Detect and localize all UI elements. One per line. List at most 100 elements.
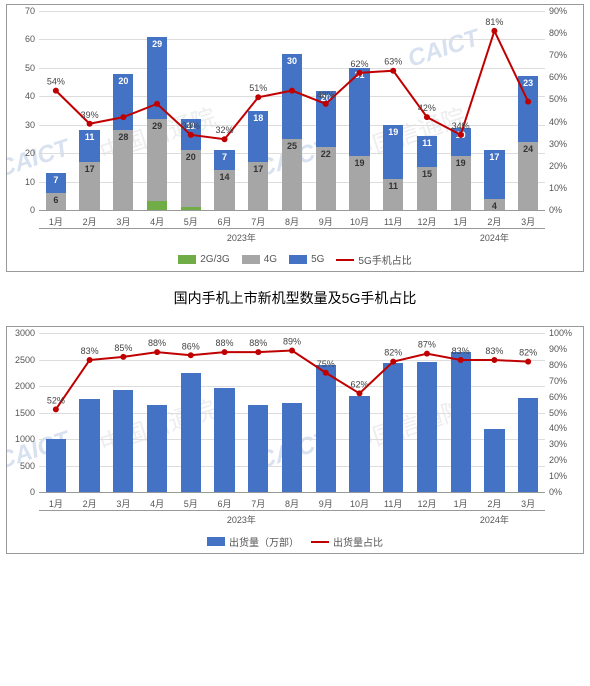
x-tick: 1月 [39,211,73,228]
x-tick: 11月 [376,493,410,510]
year-span: 2023年 [39,510,444,526]
x-tick: 3月 [106,493,140,510]
point-label: 54% [47,77,65,87]
data-point [424,114,430,120]
x-tick: 3月 [511,211,545,228]
legend-label-4g: 4G [264,254,277,265]
point-label: 82% [384,348,402,358]
chart1-line-overlay: 54%39%34%32%51%48%62%63%42%34%81% [39,11,545,210]
chart1-legend: 2G/3G 4G 5G 5G手机占比 [11,246,579,269]
point-label: 83% [485,346,503,356]
data-point [458,132,464,138]
y-left-tick: 1000 [11,434,35,444]
point-label: 34% [182,121,200,131]
point-label: 62% [350,379,368,389]
x-tick: 5月 [174,493,208,510]
chart-shipments: CAICT 中国信通院 CAICT 中国信通院 52%83%85%88%86%8… [6,326,584,554]
data-point [188,352,194,358]
legend-swatch-5g [289,255,307,264]
data-point [255,94,261,100]
data-point [491,28,497,34]
x-tick: 6月 [208,493,242,510]
point-label: 75% [317,359,335,369]
y-right-tick: 100% [549,328,579,338]
data-point [525,359,531,365]
y-left-tick: 500 [11,461,35,471]
x-tick: 5月 [174,211,208,228]
legend-swatch-4g [242,255,260,264]
data-point [188,132,194,138]
x-tick: 3月 [511,493,545,510]
data-point [87,357,93,363]
legend-label-2g3g: 2G/3G [200,254,229,265]
data-point [87,121,93,127]
legend-label-5g: 5G [311,254,324,265]
y-left-tick: 30 [11,120,35,130]
point-label: 88% [249,338,267,348]
x-tick: 1月 [444,493,478,510]
data-point [120,114,126,120]
data-point [255,349,261,355]
data-point [458,357,464,363]
point-label: 88% [216,338,234,348]
chart1-plot-area: 6717112820292920111471718253022201931111… [39,11,545,211]
point-label: 63% [384,57,402,67]
point-label: 51% [249,83,267,93]
point-label: 48% [317,90,335,100]
y-left-tick: 50 [11,63,35,73]
x-tick: 4月 [140,211,174,228]
x-tick: 2月 [73,493,107,510]
y-left-tick: 10 [11,177,35,187]
legend-swatch-5g-ratio [336,259,354,261]
point-label: 32% [216,125,234,135]
trend-line [56,350,528,409]
y-left-tick: 40 [11,91,35,101]
legend-label-shipments: 出货量（万部） [229,534,299,549]
y-right-tick: 0% [549,205,579,215]
x-tick: 7月 [241,493,275,510]
y-right-tick: 50% [549,94,579,104]
data-point [525,99,531,105]
point-label: 34% [452,121,470,131]
year-span: 2024年 [444,510,545,526]
data-point [53,88,59,94]
y-left-tick: 0 [11,487,35,497]
x-tick: 6月 [208,211,242,228]
point-label: 39% [81,110,99,120]
y-left-tick: 2000 [11,381,35,391]
y-right-tick: 60% [549,392,579,402]
x-tick: 4月 [140,493,174,510]
y-left-tick: 1500 [11,408,35,418]
point-label: 86% [182,341,200,351]
legend-swatch-ship-ratio [311,541,329,543]
data-point [154,101,160,107]
y-right-tick: 30% [549,439,579,449]
x-tick: 7月 [241,211,275,228]
y-right-tick: 40% [549,423,579,433]
data-point [53,406,59,412]
section-title: 国内手机上市新机型数量及5G手机占比 [0,276,590,322]
data-point [390,359,396,365]
x-tick: 10月 [343,493,377,510]
point-label: 82% [519,348,537,358]
y-right-tick: 30% [549,139,579,149]
data-point [356,390,362,396]
y-right-tick: 40% [549,117,579,127]
y-left-tick: 3000 [11,328,35,338]
y-right-tick: 20% [549,455,579,465]
data-point [356,70,362,76]
y-left-tick: 60 [11,34,35,44]
x-tick: 9月 [309,493,343,510]
point-label: 88% [148,338,166,348]
point-label: 89% [283,336,301,346]
y-left-tick: 2500 [11,355,35,365]
point-label: 62% [350,59,368,69]
x-tick: 10月 [343,211,377,228]
x-tick: 2月 [478,493,512,510]
data-point [390,68,396,74]
y-left-tick: 70 [11,6,35,16]
data-point [222,136,228,142]
x-tick: 8月 [275,211,309,228]
data-point [222,349,228,355]
y-right-tick: 80% [549,360,579,370]
